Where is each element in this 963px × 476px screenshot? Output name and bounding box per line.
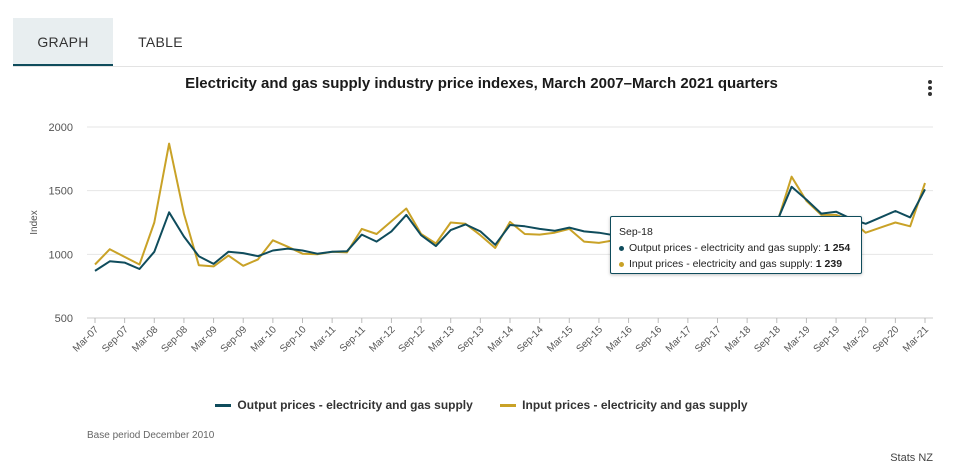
x-tick-label: Mar-10 bbox=[249, 324, 279, 354]
chart-tooltip: Sep-18 Output prices - electricity and g… bbox=[610, 216, 862, 274]
series-line-input bbox=[94, 142, 926, 268]
y-tick-label: 1500 bbox=[49, 186, 73, 198]
y-tick-label: 1000 bbox=[49, 249, 73, 261]
tooltip-dot-output bbox=[619, 245, 624, 251]
base-period-note: Base period December 2010 bbox=[87, 430, 215, 441]
chart-title: Electricity and gas supply industry pric… bbox=[185, 75, 778, 92]
x-tick-label: Sep-13 bbox=[456, 324, 487, 355]
tooltip-value-output: 1 254 bbox=[823, 242, 851, 254]
x-tick-label: Mar-17 bbox=[664, 324, 694, 354]
x-tick-label: Mar-09 bbox=[190, 324, 220, 354]
x-tick-label: Mar-11 bbox=[309, 324, 339, 354]
x-tick-label: Sep-07 bbox=[100, 324, 131, 355]
more-vertical-icon[interactable] bbox=[922, 78, 938, 100]
x-tick-label: Mar-08 bbox=[130, 324, 160, 354]
x-tick-label: Sep-19 bbox=[812, 324, 843, 355]
x-tick-label: Mar-20 bbox=[842, 324, 872, 354]
y-tick-label: 2000 bbox=[49, 122, 73, 134]
x-tick-label: Mar-18 bbox=[723, 324, 753, 354]
legend-swatch-input bbox=[500, 404, 517, 408]
x-tick-label: Mar-14 bbox=[486, 324, 516, 354]
view-tabs: GRAPH TABLE bbox=[13, 18, 943, 67]
tooltip-label-output: Output prices - electricity and gas supp… bbox=[629, 242, 822, 254]
tooltip-dot-input bbox=[619, 261, 624, 267]
tooltip-row-input: Input prices - electricity and gas suppl… bbox=[619, 258, 842, 270]
x-tick-label: Mar-15 bbox=[545, 324, 575, 354]
tooltip-date: Sep-18 bbox=[619, 226, 653, 238]
x-tick-label: Sep-20 bbox=[871, 324, 902, 355]
x-tick-label: Sep-12 bbox=[397, 324, 428, 355]
legend-item-output[interactable]: Output prices - electricity and gas supp… bbox=[215, 398, 473, 412]
x-tick-label: Mar-12 bbox=[367, 324, 397, 354]
x-tick-label: Mar-13 bbox=[427, 324, 457, 354]
legend-label-input: Input prices - electricity and gas suppl… bbox=[522, 398, 748, 412]
x-tick-label: Mar-07 bbox=[71, 324, 101, 354]
tooltip-row-output: Output prices - electricity and gas supp… bbox=[619, 242, 850, 254]
y-tick-label: 500 bbox=[55, 313, 73, 325]
legend-item-input[interactable]: Input prices - electricity and gas suppl… bbox=[500, 398, 748, 412]
x-tick-label: Mar-16 bbox=[605, 324, 635, 354]
y-axis-title: Index bbox=[29, 210, 40, 234]
legend-swatch-output bbox=[215, 404, 232, 408]
tooltip-value-input: 1 239 bbox=[815, 258, 843, 270]
x-tick-label: Sep-08 bbox=[159, 324, 190, 355]
x-tick-label: Sep-09 bbox=[219, 324, 250, 355]
series-line-output bbox=[94, 185, 926, 272]
x-tick-label: Sep-10 bbox=[278, 324, 309, 355]
x-tick-label: Sep-18 bbox=[752, 324, 783, 355]
tab-graph[interactable]: GRAPH bbox=[13, 18, 113, 66]
x-tick-label: Sep-15 bbox=[574, 324, 605, 355]
legend-label-output: Output prices - electricity and gas supp… bbox=[237, 398, 473, 412]
x-tick-label: Mar-19 bbox=[782, 324, 812, 354]
x-tick-label: Sep-16 bbox=[634, 324, 665, 355]
tab-table[interactable]: TABLE bbox=[138, 34, 183, 50]
source-credit: Stats NZ bbox=[890, 452, 933, 464]
x-tick-label: Sep-14 bbox=[515, 324, 546, 355]
x-tick-label: Sep-17 bbox=[693, 324, 724, 355]
x-tick-label: Sep-11 bbox=[338, 324, 368, 354]
x-tick-label: Mar-21 bbox=[901, 324, 931, 354]
chart-legend: Output prices - electricity and gas supp… bbox=[0, 398, 963, 412]
tooltip-label-input: Input prices - electricity and gas suppl… bbox=[629, 258, 813, 270]
